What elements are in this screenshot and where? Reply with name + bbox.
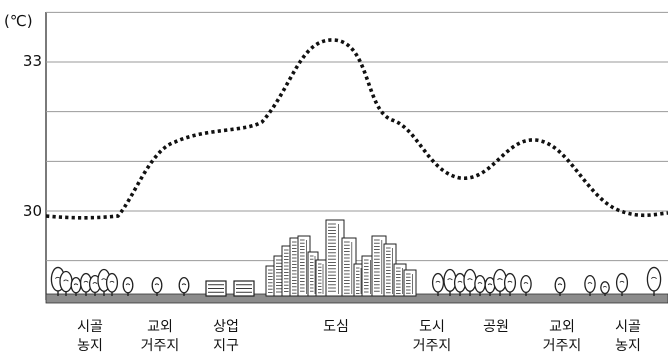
category-rural-farmland-left: 시골 농지: [58, 318, 122, 356]
tree-icon: [178, 276, 190, 296]
category-line1: 시골: [77, 319, 103, 335]
category-line2: 지구: [213, 338, 239, 354]
category-line1: 교외: [147, 319, 173, 335]
skyscraper: [315, 259, 327, 297]
commercial-building: [233, 280, 255, 297]
category-line2: 거주지: [412, 338, 452, 354]
unit-label: (℃): [4, 12, 33, 30]
category-line1: 도심: [323, 319, 349, 335]
category-line2: 농지: [77, 338, 103, 354]
category-line1: 상업: [213, 319, 239, 335]
temperature-curve: [45, 38, 668, 220]
category-rural-farmland-right: 시골 농지: [596, 318, 660, 356]
commercial-building: [205, 280, 227, 297]
tree-icon: [584, 274, 596, 296]
tree-icon: [431, 272, 445, 296]
category-commercial-district: 상업 지구: [194, 318, 258, 356]
category-suburban-residential-right: 교외 거주지: [530, 318, 594, 356]
tree-icon: [554, 276, 566, 296]
tree-icon: [79, 272, 93, 296]
tree-icon: [474, 274, 486, 296]
tree-icon: [600, 281, 610, 296]
category-line2: 거주지: [140, 338, 180, 354]
category-line2: 농지: [615, 338, 641, 354]
tree-icon: [59, 270, 73, 296]
tree-icon: [463, 268, 477, 296]
skyscraper: [341, 237, 357, 297]
tree-icon: [520, 274, 532, 296]
category-line1: 공원: [483, 319, 509, 335]
y-tick-30: 30: [22, 202, 42, 220]
tree-icon: [646, 266, 662, 296]
tree-icon: [70, 276, 82, 296]
category-line2: 거주지: [542, 338, 582, 354]
skyscraper: [393, 263, 407, 297]
skyscraper: [325, 219, 345, 297]
category-suburban-residential-left: 교외 거주지: [128, 318, 192, 356]
tree-icon: [151, 276, 163, 296]
tree-icon: [503, 272, 517, 296]
category-urban-residential: 도시 거주지: [400, 318, 464, 356]
skyscraper: [371, 235, 387, 297]
category-line1: 교외: [549, 319, 575, 335]
category-park: 공원: [464, 318, 528, 337]
category-line1: 도시: [419, 319, 445, 335]
tree-icon: [122, 276, 134, 296]
skyscraper: [403, 269, 417, 297]
y-tick-33: 33: [22, 52, 42, 70]
tree-icon: [615, 272, 629, 296]
category-line1: 시골: [615, 319, 641, 335]
category-downtown: 도심: [304, 318, 368, 337]
tree-icon: [105, 272, 119, 296]
